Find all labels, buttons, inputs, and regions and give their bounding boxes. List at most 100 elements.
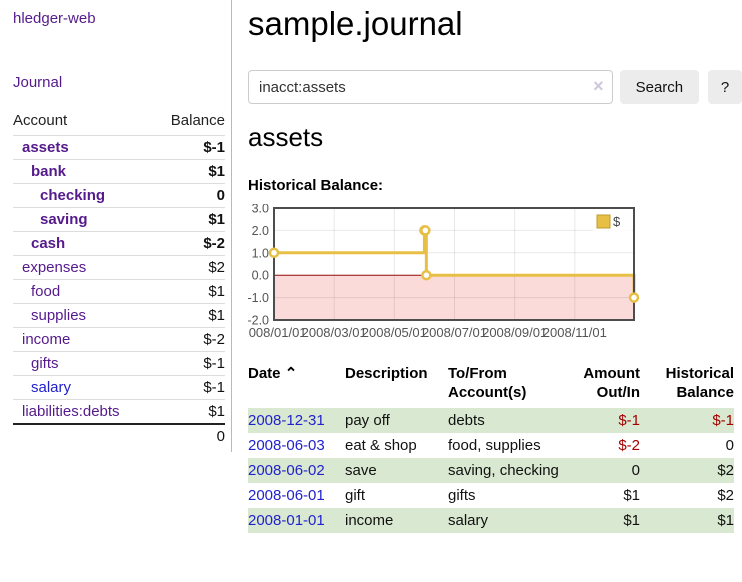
txn-balance: $2 [717, 462, 734, 479]
account-row: assets $-1 [13, 135, 225, 160]
clear-search-icon[interactable]: × [593, 76, 604, 96]
accounts-header-balance: Balance [153, 110, 225, 136]
transaction-row: 2008-01-01 income salary $1 $1 [248, 508, 734, 533]
transactions-table: Date ⌃ Description To/From Account(s) Am… [248, 364, 734, 533]
txn-balance: $1 [717, 512, 734, 529]
chart-heading: Historical Balance: [248, 177, 384, 194]
help-button[interactable]: ? [708, 70, 742, 104]
svg-text:3.0: 3.0 [252, 204, 269, 216]
accounts-total-spacer [13, 423, 154, 448]
txn-date-link[interactable]: 2008-12-31 [248, 412, 325, 429]
svg-text:2008/01/01: 2008/01/01 [248, 325, 307, 340]
journal-nav: Journal [13, 74, 225, 92]
account-name-cell: bank [13, 159, 154, 184]
account-name-cell: assets [13, 135, 154, 160]
account-link[interactable]: saving [40, 211, 88, 228]
account-row: liabilities:debts $1 [13, 400, 225, 425]
search-input[interactable] [248, 70, 613, 104]
txn-description: gift [345, 487, 366, 504]
account-row: checking 0 [13, 183, 225, 208]
txn-accounts: gifts [448, 487, 476, 504]
app-title-link[interactable]: hledger-web [13, 10, 96, 27]
transactions-header-row: Date ⌃ Description To/From Account(s) Am… [248, 364, 734, 408]
account-row: expenses $2 [13, 255, 225, 280]
svg-text:2008/05/01: 2008/05/01 [362, 325, 427, 340]
txn-description: pay off [345, 412, 390, 429]
account-name-cell: supplies [13, 303, 154, 328]
svg-text:1.0: 1.0 [252, 246, 269, 260]
txn-date-link[interactable]: 2008-06-01 [248, 487, 325, 504]
search-button[interactable]: Search [619, 70, 700, 104]
transaction-row: 2008-12-31 pay off debts $-1 $-1 [248, 408, 734, 433]
txn-description: save [345, 462, 377, 479]
transactions-table-body: 2008-12-31 pay off debts $-1 $-1 2008-06-03 ea… [248, 408, 734, 533]
page-title: sample.journal [248, 5, 463, 42]
account-name-cell: liabilities:debts [13, 400, 154, 425]
svg-text:2008/09/01: 2008/09/01 [482, 325, 547, 340]
journal-link[interactable]: Journal [13, 74, 63, 91]
account-row: cash $-2 [13, 231, 225, 256]
account-row: income $-2 [13, 327, 225, 352]
sidebar: hledger-web Journal Account Balance asse… [0, 0, 232, 452]
account-balance: 0 [153, 183, 225, 208]
account-balance: $1 [208, 403, 225, 420]
txn-accounts: salary [448, 512, 489, 529]
account-link[interactable]: supplies [31, 307, 87, 324]
account-heading: assets [248, 122, 324, 152]
header-accounts: To/From Account(s) [448, 365, 527, 401]
account-name-cell: saving [13, 207, 154, 232]
account-link[interactable]: checking [40, 187, 106, 204]
header-date[interactable]: Date ⌃ [248, 365, 298, 382]
account-balance: $-2 [153, 327, 225, 352]
account-balance: $1 [153, 207, 225, 232]
transaction-row: 2008-06-03 eat & shop food, supplies $-2 0 [248, 433, 734, 458]
account-name-cell: salary [13, 375, 154, 400]
svg-text:2.0: 2.0 [252, 224, 269, 238]
txn-date-link[interactable]: 2008-06-02 [248, 462, 325, 479]
account-link[interactable]: income [22, 331, 71, 348]
txn-date-cell: 2008-01-01 [248, 508, 345, 533]
account-row: bank $1 [13, 159, 225, 184]
txn-date-link[interactable]: 2008-01-01 [248, 512, 325, 529]
svg-text:2008/07/01: 2008/07/01 [422, 325, 487, 340]
account-balance: $-1 [153, 351, 225, 376]
account-row: salary $-1 [13, 375, 225, 400]
account-link[interactable]: assets [22, 139, 69, 156]
account-link[interactable]: liabilities:debts [22, 403, 120, 420]
transaction-row: 2008-06-02 save saving, checking 0 $2 [248, 458, 734, 483]
txn-amount: 0 [631, 462, 640, 479]
txn-date-cell: 2008-06-02 [248, 458, 345, 483]
header-balance: Historical Balance [665, 365, 734, 401]
account-name-cell: expenses [13, 255, 154, 280]
accounts-total-row: 0 [13, 423, 225, 448]
search-box: × [248, 70, 613, 104]
account-link[interactable]: cash [31, 235, 66, 252]
historical-balance-chart: 2008/01/012008/03/012008/05/012008/07/01… [248, 204, 640, 340]
account-link[interactable]: bank [31, 163, 67, 180]
svg-text:$: $ [613, 214, 621, 229]
txn-date-link[interactable]: 2008-06-03 [248, 437, 325, 454]
accounts-header-account: Account [13, 110, 154, 136]
account-link[interactable]: food [31, 283, 61, 300]
accounts-table: Account Balance assets $-1 bank $1 checking 0… [13, 110, 225, 448]
txn-date-cell: 2008-12-31 [248, 408, 345, 433]
header-amount: Amount Out/In [583, 365, 640, 401]
account-link[interactable]: gifts [31, 355, 59, 372]
account-balance: $2 [153, 255, 225, 280]
txn-amount: $-2 [618, 437, 640, 454]
account-name-cell: income [13, 327, 154, 352]
svg-text:-1.0: -1.0 [248, 291, 269, 305]
account-link[interactable]: expenses [22, 259, 87, 276]
account-balance: $1 [153, 303, 225, 328]
account-link[interactable]: salary [31, 379, 72, 396]
accounts-table-body: assets $-1 bank $1 checking 0 saving $1 cash $-2 e… [13, 135, 225, 425]
svg-text:2008/11/01: 2008/11/01 [543, 325, 607, 340]
transaction-row: 2008-06-01 gift gifts $1 $2 [248, 483, 734, 508]
txn-amount: $1 [623, 487, 640, 504]
account-row: food $1 [13, 279, 225, 304]
account-name-cell: gifts [13, 351, 154, 376]
txn-balance: 0 [725, 437, 734, 454]
txn-amount: $1 [623, 512, 640, 529]
account-row: saving $1 [13, 207, 225, 232]
txn-amount: $-1 [618, 412, 640, 429]
